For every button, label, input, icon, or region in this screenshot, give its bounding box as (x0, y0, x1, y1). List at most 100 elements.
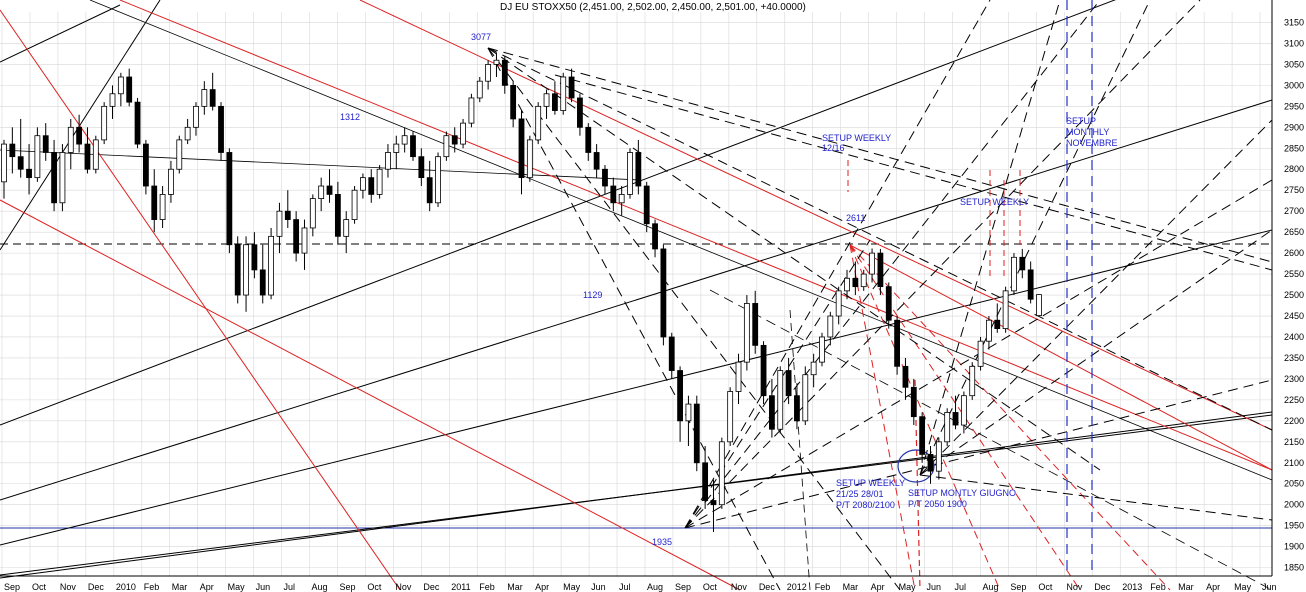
candle-body (385, 152, 391, 170)
candle-body (543, 93, 550, 107)
candle-body (368, 177, 375, 195)
x-tick-label: May (1234, 582, 1252, 592)
candle-body (101, 105, 108, 141)
candle-body (894, 319, 901, 367)
x-tick-label: Jul (284, 582, 296, 592)
x-tick-label: Mar (172, 582, 188, 592)
x-tick-label: Feb (815, 582, 831, 592)
x-tick-label: Nov (60, 582, 77, 592)
trend-line (487, 47, 1273, 263)
y-tick-label: 2200 (1284, 416, 1304, 426)
trend-line (684, 0, 1101, 529)
y-tick-label: 2600 (1284, 248, 1304, 258)
candle-body (1036, 294, 1042, 316)
x-tick-label: May (563, 582, 581, 592)
y-tick-label: 2250 (1284, 395, 1304, 405)
candle-body (410, 135, 416, 158)
candle-body (476, 80, 483, 99)
trend-line (849, 244, 916, 591)
candle-body (827, 315, 834, 338)
trend-line (0, 4, 121, 63)
candle-body (752, 303, 759, 346)
x-tick-label: Feb (144, 582, 160, 592)
candle-body (743, 303, 750, 363)
x-tick-label: May (228, 582, 246, 592)
x-tick-label: Mar (843, 582, 859, 592)
y-tick-label: 2350 (1284, 353, 1304, 363)
y-tick-label: 1900 (1284, 542, 1304, 552)
candle-body (51, 152, 57, 204)
candle-body (443, 135, 450, 158)
y-tick-label: 1850 (1284, 563, 1304, 573)
annotation-label: 2611 (846, 213, 865, 223)
annotation-label: 1129 (583, 290, 602, 300)
candle-body (627, 152, 633, 195)
y-tick-label: 2450 (1284, 311, 1304, 321)
candle-body (109, 93, 116, 107)
annotation-label: SETUP WEEKLY (836, 478, 905, 488)
candle-body (510, 84, 517, 120)
candle-body (677, 370, 683, 422)
candle-body (435, 156, 441, 204)
candle-body (877, 252, 884, 288)
trend-line (0, 149, 641, 181)
annotation-label: SETUP WEEKLY (822, 133, 891, 143)
candle-body (451, 135, 458, 145)
candle-body (777, 370, 784, 430)
candle-body (376, 168, 383, 195)
trend-line (919, 119, 1273, 476)
candle-body (551, 93, 558, 111)
x-tick-label: Sep (1010, 582, 1026, 592)
candle-body (226, 152, 233, 246)
candle-body (268, 235, 274, 296)
x-tick-label: May (899, 582, 917, 592)
y-tick-label: 3150 (1284, 17, 1304, 27)
annotation-label: P/T 2050 1900 (908, 499, 967, 509)
trend-line (684, 0, 991, 529)
trend-line (0, 0, 161, 251)
candle-body (17, 156, 24, 170)
x-tick-label: Dec (759, 582, 776, 592)
candle-body (944, 412, 951, 443)
annotation-label: NOVEMBRE (1066, 138, 1118, 148)
candle-body (76, 126, 83, 145)
y-tick-label: 2100 (1284, 458, 1304, 468)
candle-body (134, 101, 141, 145)
candle-body (785, 370, 792, 397)
trend-line (849, 244, 1273, 471)
candle-body (1019, 256, 1026, 271)
candle-body (251, 244, 258, 271)
candle-body (593, 152, 600, 170)
y-tick-label: 2650 (1284, 227, 1304, 237)
candle-body (9, 143, 16, 158)
candle-body (176, 139, 183, 170)
candle-body (986, 319, 992, 342)
x-tick-label: Oct (367, 582, 382, 592)
candle-body (259, 269, 266, 296)
annotation-label: 21/25 28/01 (836, 489, 884, 499)
candle-body (794, 395, 800, 422)
candle-body (293, 219, 300, 254)
marker-circle (897, 449, 935, 483)
candle-body (1011, 256, 1017, 292)
y-axis-band (1273, 0, 1306, 592)
trend-line (684, 239, 871, 529)
candle-body (602, 168, 608, 187)
candle-body (67, 126, 74, 153)
candle-body (142, 143, 149, 187)
x-tick-label: Mar (1178, 582, 1194, 592)
candle-body (610, 185, 617, 204)
trend-line (684, 379, 1273, 529)
trend-line (919, 229, 1273, 476)
candle-body (493, 59, 500, 65)
candle-body (301, 227, 308, 254)
x-tick-label: 2013 (1122, 582, 1142, 592)
candle-body (735, 361, 742, 392)
x-tick-label: Nov (731, 582, 748, 592)
y-tick-label: 2950 (1284, 101, 1304, 111)
candle-body (209, 89, 216, 107)
candle-body (326, 185, 333, 195)
